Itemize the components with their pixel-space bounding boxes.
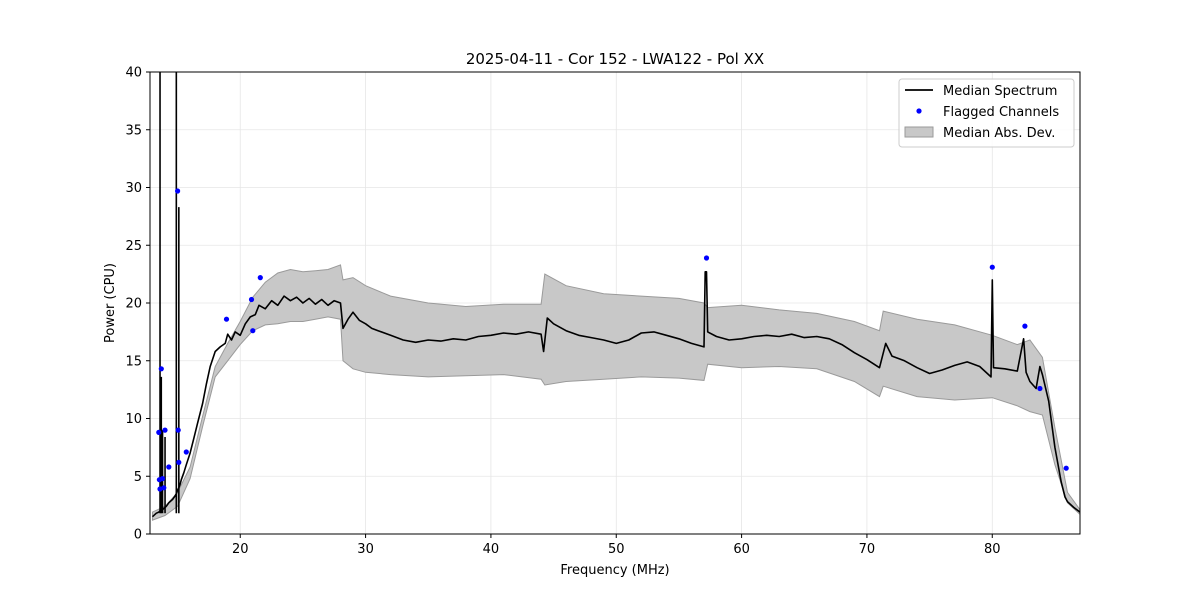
flagged-point (248, 296, 255, 303)
x-tick-label: 20 (232, 542, 249, 557)
flagged-point (1022, 323, 1028, 329)
flagged-point (250, 328, 256, 334)
legend-median-label: Median Spectrum (943, 84, 1057, 99)
flagged-point (158, 366, 164, 372)
flagged-point (161, 485, 167, 491)
y-axis-label: Power (CPU) (103, 263, 118, 343)
y-tick-label: 25 (125, 239, 142, 254)
flagged-point (156, 429, 162, 435)
x-tick-label: 30 (357, 542, 374, 557)
x-tick-label: 80 (984, 542, 1001, 557)
flagged-point (703, 255, 710, 261)
y-tick-label: 20 (125, 297, 142, 312)
legend-flagged-swatch (916, 108, 922, 114)
flagged-channel-points (156, 188, 1069, 492)
x-tick-label: 50 (608, 542, 625, 557)
flagged-point (159, 476, 166, 482)
y-tick-label: 0 (134, 528, 142, 543)
flagged-point (166, 464, 172, 470)
x-axis-label: Frequency (MHz) (560, 563, 669, 578)
flagged-point (989, 264, 995, 270)
y-tick-label: 30 (125, 181, 142, 196)
median-spectrum-line (151, 271, 1080, 518)
flagged-point (176, 459, 182, 465)
legend-mad-swatch (904, 126, 934, 138)
flagged-point (223, 316, 230, 322)
y-tick-label: 35 (125, 123, 142, 138)
flagged-point (1037, 385, 1043, 392)
flagged-point (175, 427, 181, 433)
flagged-point (183, 449, 189, 455)
legend-box (898, 78, 1075, 148)
legend-mad-label: Median Abs. Dev. (943, 126, 1055, 141)
chart-title: 2025-04-11 - Cor 152 - LWA122 - Pol XX (466, 50, 764, 68)
legend: Median Spectrum Flagged Channels Median … (898, 78, 1075, 148)
y-tick-label: 10 (125, 412, 142, 427)
x-tick-label: 70 (859, 542, 876, 557)
x-axis-ticks: 20 30 40 50 60 70 80 (232, 534, 1001, 557)
x-tick-label: 40 (483, 542, 500, 557)
y-tick-label: 40 (125, 66, 142, 81)
y-tick-label: 5 (134, 470, 142, 485)
median-abs-dev-band (152, 264, 1080, 521)
legend-flagged-label: Flagged Channels (943, 105, 1059, 120)
y-axis-ticks: 0 5 10 15 20 25 30 35 40 (125, 66, 150, 543)
flagged-point (162, 427, 168, 433)
flagged-point (175, 188, 181, 194)
x-tick-label: 60 (733, 542, 750, 557)
flagged-point (257, 275, 263, 281)
y-tick-label: 15 (125, 354, 142, 369)
flagged-point (1063, 465, 1069, 471)
